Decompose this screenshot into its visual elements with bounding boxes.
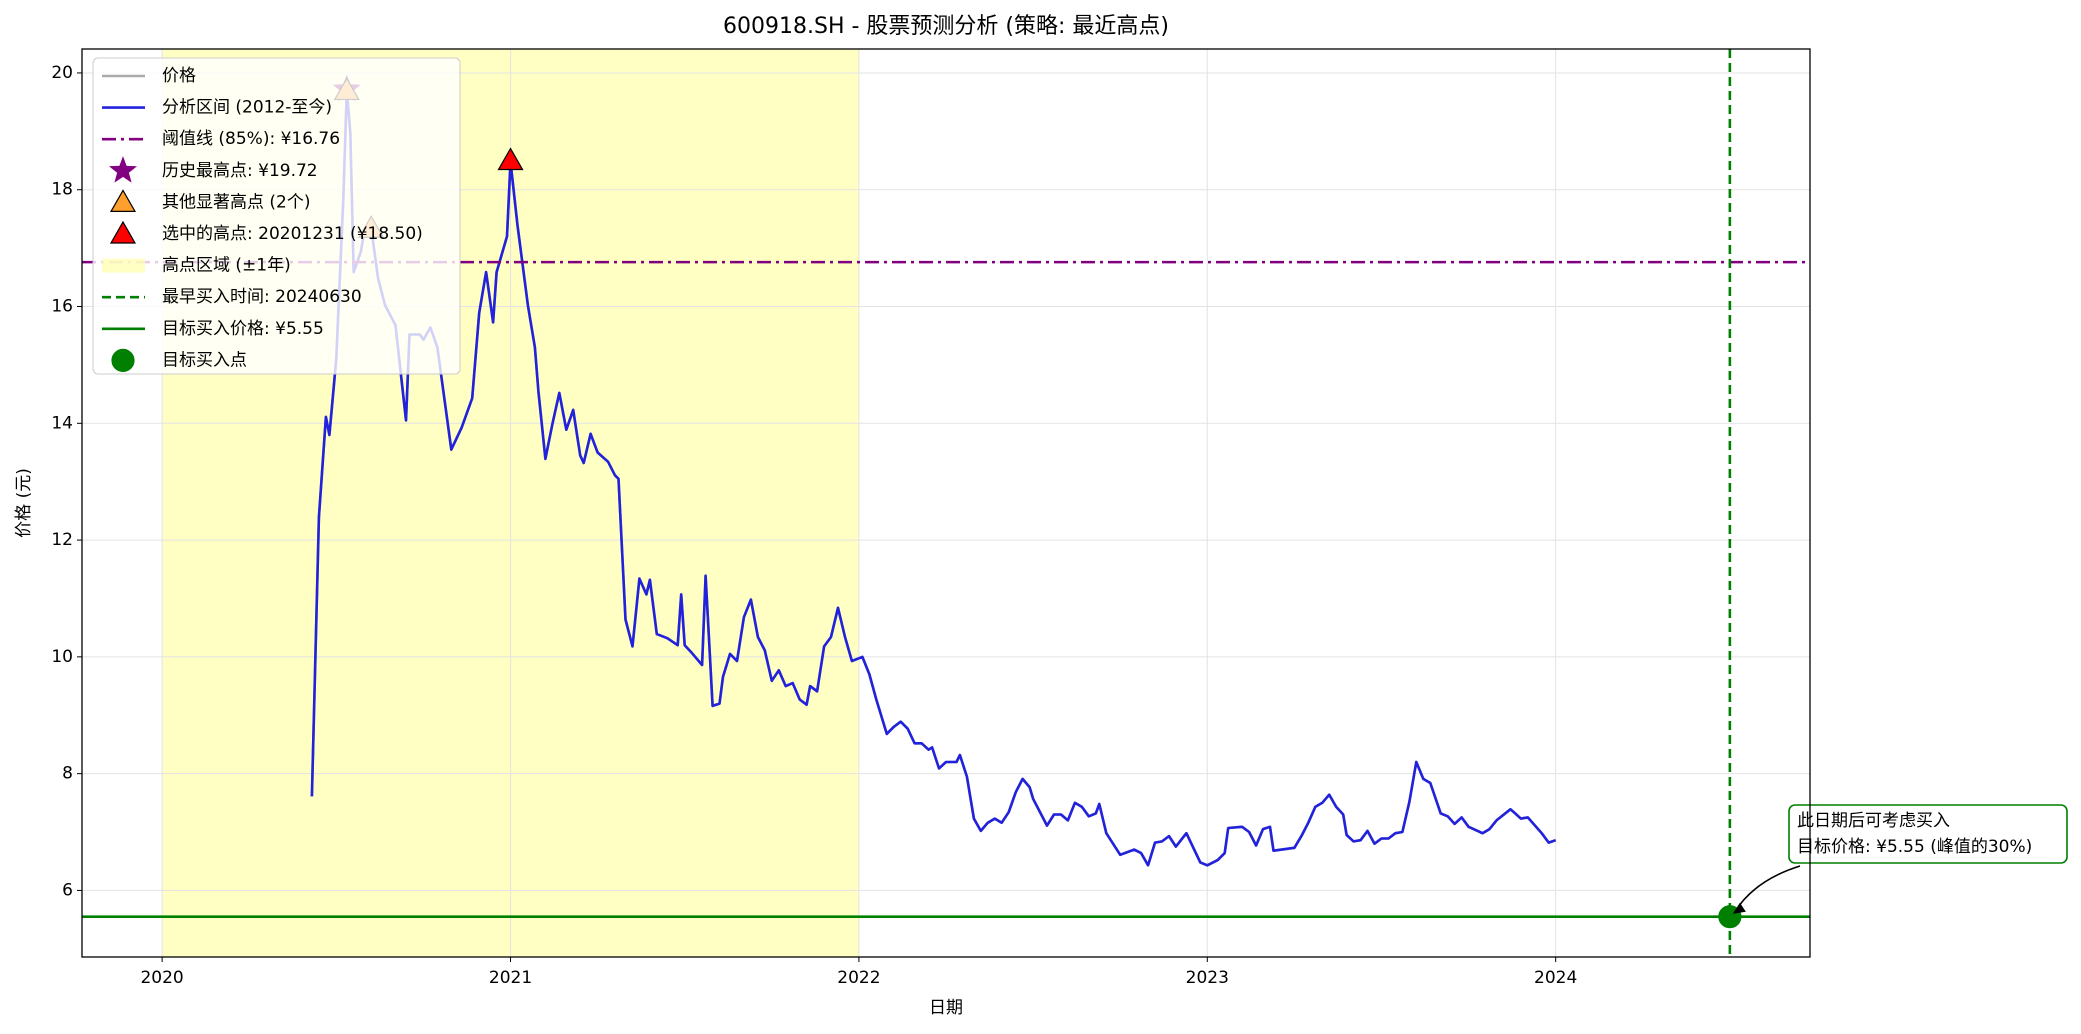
legend-label: 价格 [162, 66, 196, 86]
marker [497, 147, 524, 171]
annotation-text: 目标价格: ¥5.55 (峰值的30%) [1797, 837, 2032, 857]
y-tick-label: 6 [62, 880, 73, 900]
x-axis-label: 日期 [929, 998, 963, 1018]
y-tick-label: 8 [62, 764, 73, 784]
legend-label: 分析区间 (2012-至今) [162, 98, 332, 118]
legend-label: 选中的高点: 20201231 (¥18.50) [162, 224, 423, 244]
annotation-box [1788, 804, 2068, 864]
y-tick-label: 10 [51, 647, 73, 667]
legend-box [92, 57, 461, 375]
y-tick-label: 12 [51, 530, 73, 550]
marker [109, 189, 137, 212]
y-tick-label: 18 [51, 180, 73, 200]
annotation-text: 此日期后可考虑买入 [1797, 811, 1950, 831]
x-tick-label: 2024 [1534, 968, 1577, 988]
legend-label: 高点区域 (±1年) [162, 256, 291, 276]
chart-title: 600918.SH - 股票预测分析 (策略: 最近高点) [723, 14, 1169, 39]
legend-label: 阈值线 (85%): ¥16.76 [162, 129, 340, 149]
price-line [310, 89, 1557, 867]
marker [108, 156, 138, 183]
legend-label: 最早买入时间: 20240630 [162, 287, 362, 307]
legend-label: 其他显著高点 (2个) [162, 192, 310, 212]
annotation-arrowhead [1732, 902, 1746, 914]
y-axis-label: 价格 (元) [14, 468, 34, 538]
x-tick-label: 2022 [837, 968, 880, 988]
legend-label: 目标买入点 [162, 350, 247, 370]
marker [111, 348, 135, 372]
legend-symbol [102, 258, 145, 273]
plot-frame [81, 48, 1811, 958]
y-tick-label: 20 [51, 63, 73, 83]
y-tick-label: 14 [51, 413, 73, 433]
marker [109, 220, 137, 244]
x-tick-label: 2020 [140, 968, 183, 988]
x-tick-label: 2021 [489, 968, 532, 988]
legend-label: 目标买入价格: ¥5.55 [162, 319, 324, 339]
legend-label: 历史最高点: ¥19.72 [162, 161, 318, 181]
x-tick-label: 2023 [1186, 968, 1229, 988]
y-tick-label: 16 [51, 297, 73, 317]
